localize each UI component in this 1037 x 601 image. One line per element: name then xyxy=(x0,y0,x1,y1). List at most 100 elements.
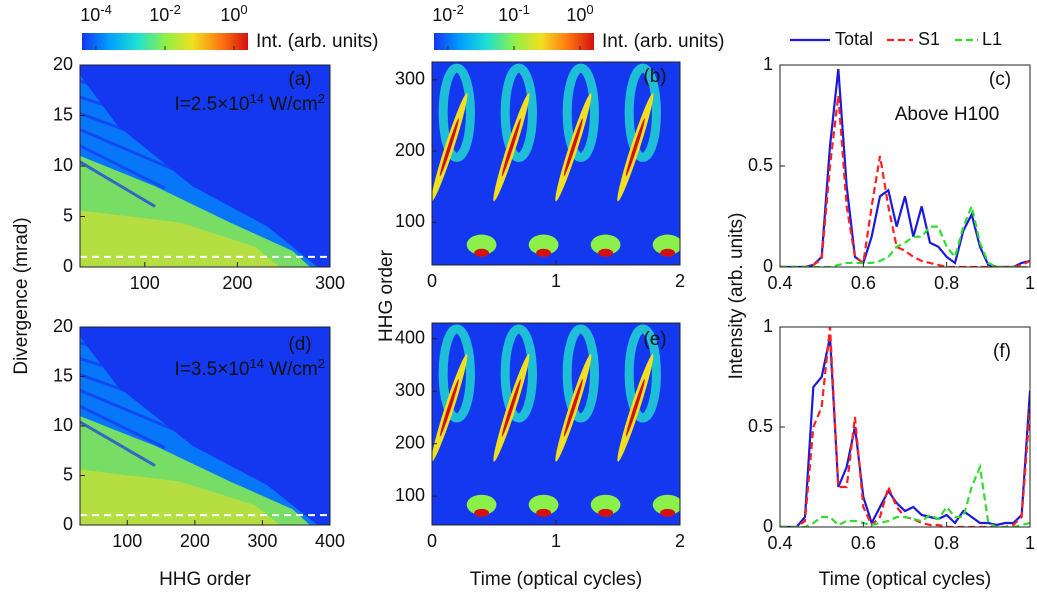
colorbar-tick-label: 100 xyxy=(566,2,593,25)
heatmap-texture xyxy=(652,494,680,515)
colorbar-tick-base: 10 xyxy=(149,5,169,25)
heatmap-texture xyxy=(528,494,559,515)
colorbar-tick-label: 100 xyxy=(220,2,247,25)
annotation-superscript: 14 xyxy=(249,356,263,371)
x-tick-label: 100 xyxy=(130,273,160,293)
heatmap-fringe xyxy=(80,79,206,117)
y-tick-label: 5 xyxy=(63,205,73,225)
x-tick-label: 0 xyxy=(427,271,437,291)
y-tick-label: 200 xyxy=(395,140,425,160)
heatmap-texture xyxy=(438,63,475,162)
y-axis-label: HHG order xyxy=(376,249,397,342)
y-tick-label: 0.5 xyxy=(748,155,773,175)
annotation: Above H100 xyxy=(895,104,1000,125)
heatmap-texture xyxy=(562,324,599,423)
x-tick-label: 0.8 xyxy=(934,273,959,293)
y-tick-label: 0 xyxy=(63,514,73,534)
annotation-text: Above H100 xyxy=(895,104,1000,125)
x-tick-label: 300 xyxy=(247,531,277,551)
heatmap-texture xyxy=(598,248,614,257)
y-tick-label: 5 xyxy=(63,464,73,484)
annotation-text: I=2.5×10 xyxy=(174,94,249,115)
heatmap-fringe xyxy=(80,160,156,208)
x-axis-label: HHG order xyxy=(159,569,252,590)
y-tick-label: 20 xyxy=(53,316,73,336)
y-tick-label: 100 xyxy=(395,485,425,505)
y-tick-label: 100 xyxy=(395,211,425,231)
colorbar-tick-base: 10 xyxy=(220,5,240,25)
x-tick-label: 2 xyxy=(675,531,685,551)
heatmap-texture xyxy=(466,234,497,255)
x-tick-label: 0.8 xyxy=(934,533,959,553)
colorbar-tick-base: 10 xyxy=(566,5,586,25)
heatmap-texture xyxy=(80,469,280,525)
x-tick-label: 1 xyxy=(551,531,561,551)
annotation-text: I=3.5×10 xyxy=(174,359,249,380)
colorbar-tick-base: 10 xyxy=(498,5,518,25)
legend-label: S1 xyxy=(918,29,940,49)
y-tick-label: 10 xyxy=(53,415,73,435)
x-tick-label: 0.4 xyxy=(767,273,792,293)
y-tick-label: 0 xyxy=(63,256,73,276)
y-tick-label: 300 xyxy=(395,380,425,400)
y-tick-label: 1 xyxy=(763,316,773,336)
colorbar-tick-exponent: 0 xyxy=(586,2,593,17)
plot-area xyxy=(780,68,1030,267)
panel-label: (b) xyxy=(643,66,666,87)
plot-area xyxy=(432,62,680,265)
y-tick-label: 10 xyxy=(53,155,73,175)
y-tick-label: 300 xyxy=(395,69,425,89)
colorbar-tick-exponent: -2 xyxy=(169,2,181,17)
heatmap-fringe xyxy=(80,128,176,172)
panel-label: (c) xyxy=(989,69,1011,90)
series-line xyxy=(780,68,1030,267)
series-line xyxy=(780,462,1030,527)
y-axis-label: Intensity (arb. units) xyxy=(726,213,747,380)
colorbar-tick-exponent: -4 xyxy=(100,2,112,17)
x-tick-label: 0.6 xyxy=(851,533,876,553)
panel-label: (a) xyxy=(288,69,311,90)
x-tick-label: 1 xyxy=(1025,273,1035,293)
legend-label: L1 xyxy=(982,29,1002,49)
heatmap-texture xyxy=(474,508,490,517)
heatmap-fringe xyxy=(80,112,186,154)
x-tick-label: 200 xyxy=(222,273,252,293)
y-tick-label: 0 xyxy=(763,256,773,276)
heatmap-texture xyxy=(439,118,459,177)
colorbar xyxy=(434,33,594,50)
y-tick-label: 15 xyxy=(53,104,73,124)
heatmap-texture xyxy=(624,324,661,423)
y-tick-label: 20 xyxy=(53,54,73,74)
axes-box xyxy=(779,64,1031,268)
heatmap-fringe xyxy=(80,144,166,190)
heatmap-texture xyxy=(474,248,490,257)
heatmap-texture xyxy=(438,324,475,423)
annotation-superscript: 2 xyxy=(318,356,325,371)
heatmap-texture xyxy=(652,234,680,255)
panel-label: (e) xyxy=(643,329,666,350)
heatmap-texture xyxy=(80,210,280,267)
colorbar-tick-label: 10-4 xyxy=(80,2,112,25)
y-axis-label: Divergence (mrad) xyxy=(11,217,32,374)
series-line xyxy=(780,202,1030,267)
x-tick-label: 0.4 xyxy=(767,533,792,553)
heatmap-texture xyxy=(439,379,459,437)
plot-area xyxy=(780,327,1030,527)
plot-area xyxy=(80,65,330,267)
x-axis-label: Time (optical cycles) xyxy=(470,569,642,590)
heatmap-texture xyxy=(624,63,661,162)
heatmap-texture xyxy=(590,234,621,255)
heatmap-texture xyxy=(500,63,537,162)
heatmap-texture xyxy=(536,508,552,517)
heatmap-fringe xyxy=(80,388,176,432)
heatmap-texture xyxy=(466,494,497,515)
heatmap-texture xyxy=(562,63,599,162)
colorbar-tick-exponent: 0 xyxy=(240,2,247,17)
heatmap-texture xyxy=(660,248,676,257)
heatmap-texture xyxy=(501,379,521,437)
x-tick-label: 200 xyxy=(180,531,210,551)
colorbar-tick-base: 10 xyxy=(80,5,100,25)
colorbar-label: Int. (arb. units) xyxy=(256,31,379,52)
